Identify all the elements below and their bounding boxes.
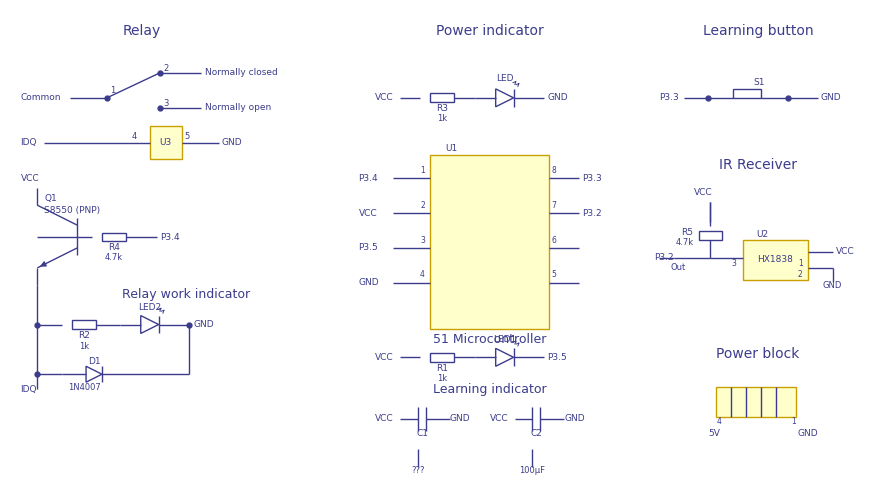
Text: 1N4007: 1N4007: [68, 383, 100, 392]
Text: 7: 7: [552, 201, 556, 210]
Text: Normally open: Normally open: [205, 103, 271, 112]
Text: GND: GND: [798, 429, 818, 439]
Text: Learning button: Learning button: [703, 24, 813, 38]
Text: 1: 1: [110, 86, 115, 95]
Text: C1: C1: [416, 429, 428, 439]
Text: 4.7k: 4.7k: [676, 239, 693, 247]
Text: IDQ: IDQ: [20, 385, 37, 394]
Text: Power indicator: Power indicator: [436, 24, 544, 38]
Text: S1: S1: [753, 79, 765, 87]
Text: GND: GND: [221, 138, 242, 147]
Bar: [733, 89, 761, 98]
Text: IR Receiver: IR Receiver: [719, 159, 797, 173]
Bar: [716, 387, 796, 417]
Bar: [102, 232, 126, 241]
Text: Out: Out: [671, 263, 686, 272]
Text: 3: 3: [731, 259, 737, 268]
Text: 8: 8: [552, 166, 556, 175]
Text: Common: Common: [20, 94, 61, 102]
Text: 4: 4: [716, 417, 722, 427]
Text: 5V: 5V: [708, 429, 721, 439]
Text: VCC: VCC: [375, 415, 394, 424]
Text: 1k: 1k: [79, 342, 89, 351]
Text: R2: R2: [78, 331, 90, 340]
Text: 6: 6: [552, 236, 556, 244]
Text: U2: U2: [756, 229, 768, 239]
Text: VCC: VCC: [490, 415, 508, 424]
Text: P3.4: P3.4: [359, 174, 378, 183]
Bar: [744, 240, 808, 280]
Text: Q1: Q1: [44, 194, 57, 203]
Text: 51 Microcontroller: 51 Microcontroller: [433, 333, 546, 346]
Text: P3.4: P3.4: [159, 232, 179, 241]
Bar: [430, 156, 550, 330]
Text: 2: 2: [798, 270, 803, 279]
Bar: [430, 353, 454, 362]
Text: 1k: 1k: [437, 114, 447, 123]
Text: VCC: VCC: [375, 94, 394, 102]
Text: VCC: VCC: [359, 209, 377, 218]
Text: P3.3: P3.3: [582, 174, 602, 183]
Text: P3.2: P3.2: [654, 254, 673, 262]
Text: 4.7k: 4.7k: [105, 254, 123, 262]
Text: IDQ: IDQ: [20, 138, 37, 147]
Text: Relay: Relay: [122, 24, 161, 38]
Text: GND: GND: [821, 94, 841, 102]
Text: GND: GND: [450, 415, 470, 424]
Text: GND: GND: [547, 94, 568, 102]
Text: LED1: LED1: [493, 335, 516, 344]
Text: VCC: VCC: [375, 353, 394, 362]
Text: 5: 5: [184, 132, 189, 141]
Bar: [150, 126, 181, 160]
Text: 5: 5: [552, 270, 556, 279]
Text: 100μF: 100μF: [520, 466, 545, 475]
Text: R5: R5: [682, 228, 693, 237]
Text: Normally closed: Normally closed: [205, 68, 278, 78]
Text: P3.3: P3.3: [659, 94, 678, 102]
Text: S8550 (PNP): S8550 (PNP): [44, 206, 100, 214]
Text: 4: 4: [132, 132, 137, 141]
Bar: [72, 320, 96, 329]
Text: Relay work indicator: Relay work indicator: [122, 288, 250, 301]
Text: GND: GND: [565, 415, 585, 424]
Text: P3.2: P3.2: [582, 209, 602, 218]
Text: LED2: LED2: [138, 303, 161, 312]
Text: R1: R1: [436, 364, 448, 373]
Text: U3: U3: [159, 138, 172, 147]
Text: VCC: VCC: [836, 247, 855, 256]
Text: 1: 1: [798, 259, 803, 268]
Text: 3: 3: [164, 99, 169, 108]
Bar: [699, 230, 722, 240]
Text: Learning indicator: Learning indicator: [433, 383, 546, 396]
Text: 1k: 1k: [437, 374, 447, 383]
Text: LED: LED: [496, 74, 514, 83]
Text: 2: 2: [164, 64, 169, 72]
Text: Power block: Power block: [716, 348, 800, 362]
Text: P3.5: P3.5: [359, 243, 378, 253]
Text: HX1838: HX1838: [757, 255, 793, 265]
Text: 1: 1: [420, 166, 425, 175]
Text: GND: GND: [194, 320, 214, 329]
Text: ???: ???: [411, 466, 425, 475]
Text: 2: 2: [420, 201, 425, 210]
Text: P3.5: P3.5: [547, 353, 567, 362]
Text: 1: 1: [791, 417, 796, 427]
Text: VCC: VCC: [693, 188, 712, 197]
Text: GND: GND: [359, 278, 379, 287]
Text: C2: C2: [530, 429, 543, 439]
Bar: [430, 94, 454, 102]
Text: D1: D1: [88, 357, 100, 366]
Text: 4: 4: [420, 270, 425, 279]
Text: R4: R4: [108, 243, 120, 253]
Text: 3: 3: [420, 236, 425, 244]
Text: R3: R3: [436, 104, 448, 113]
Text: VCC: VCC: [20, 174, 39, 183]
Text: GND: GND: [823, 281, 842, 290]
Text: U1: U1: [445, 144, 457, 153]
